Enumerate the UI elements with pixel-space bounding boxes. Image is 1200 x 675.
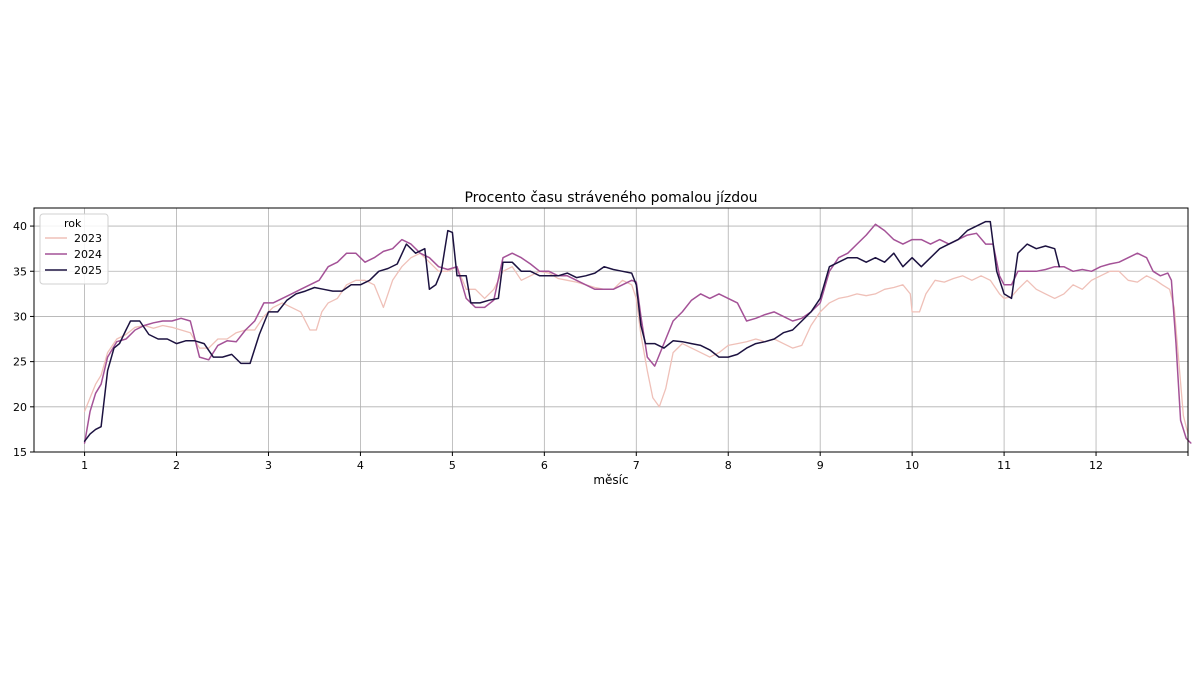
x-tick-label: 1 (81, 459, 88, 472)
x-tick-label: 7 (633, 459, 640, 472)
legend-label-2025: 2025 (74, 264, 102, 277)
x-tick-label: 2 (173, 459, 180, 472)
legend-label-2024: 2024 (74, 248, 102, 261)
legend: rok 2023 2024 2025 (39, 213, 109, 285)
plot-frame (33, 207, 1189, 453)
x-tick-label: 5 (449, 459, 456, 472)
series-line-2024 (83, 223, 1192, 444)
y-tick-label: 35 (13, 265, 27, 278)
chart-title: Procento času stráveného pomalou jízdou (464, 190, 757, 206)
y-tick-label: 15 (13, 446, 27, 459)
series-line-2025 (83, 220, 1061, 442)
x-tick-label: 6 (541, 459, 548, 472)
legend-title: rok (64, 217, 82, 230)
x-tick-label: 11 (997, 459, 1011, 472)
x-tick-label: 12 (1089, 459, 1103, 472)
series-line-2023 (83, 252, 1189, 435)
y-tick-label: 20 (13, 401, 27, 414)
x-tick-label: 3 (265, 459, 272, 472)
y-tick-label: 40 (13, 220, 27, 233)
x-tick-label: 8 (725, 459, 732, 472)
x-axis-label: měsíc (593, 473, 628, 487)
x-tick-label: 4 (357, 459, 364, 472)
x-tick-label: 10 (905, 459, 919, 472)
y-tick-label: 30 (13, 310, 27, 323)
legend-label-2023: 2023 (74, 232, 102, 245)
y-tick-label: 25 (13, 356, 27, 369)
x-tick-label: 9 (817, 459, 824, 472)
legend-box (39, 213, 109, 285)
